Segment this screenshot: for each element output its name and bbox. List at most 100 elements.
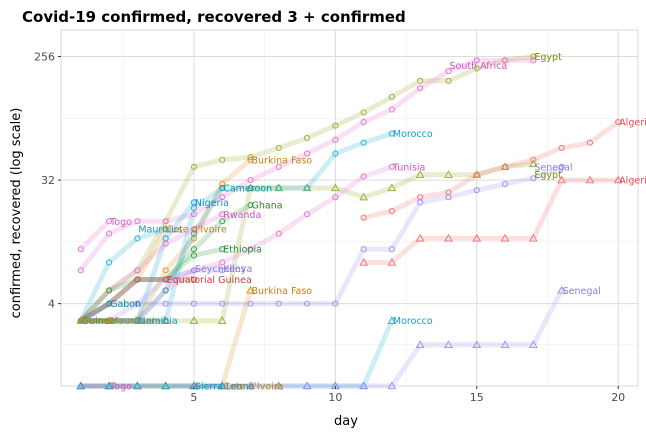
series-line-4 <box>78 57 536 273</box>
series-line-13 <box>78 199 197 324</box>
confirmed-marker <box>388 163 395 170</box>
recovered-marker <box>161 381 171 390</box>
chart-title: Covid-19 confirmed, recovered 3 + confir… <box>22 8 406 26</box>
series-label: Cote d'Ivoire <box>223 382 283 393</box>
confirmed-marker <box>360 139 367 146</box>
confirmed-marker <box>304 150 311 157</box>
confirmed-marker <box>190 252 197 259</box>
confirmed-marker <box>615 118 622 126</box>
confirmed-marker <box>77 246 84 253</box>
series-label: Burkina Faso <box>252 286 313 297</box>
series-label: Ghana <box>252 201 283 212</box>
recovered-marker <box>557 175 567 184</box>
recovered-marker <box>500 233 510 242</box>
confirmed-marker <box>530 57 537 64</box>
series-line-17 <box>78 226 169 324</box>
recovered-marker <box>585 175 595 184</box>
confirmed-marker <box>247 246 254 253</box>
confirmed-marker <box>275 163 282 170</box>
series-label: Cameroon <box>223 184 272 195</box>
series-line-11 <box>78 287 253 389</box>
confirmed-marker <box>134 235 141 242</box>
confirmed-marker <box>247 156 254 163</box>
recovered-marker <box>359 381 369 390</box>
confirmed-marker <box>134 218 141 225</box>
confirmed-marker <box>473 65 480 72</box>
series-label: South Africa <box>449 61 507 72</box>
recovered-marker <box>274 381 284 390</box>
confirmed-marker <box>445 77 452 84</box>
confirmed-marker <box>388 93 395 100</box>
series-line-0 <box>78 54 536 324</box>
confirmed-marker <box>190 300 197 307</box>
confirmed-marker <box>304 211 311 218</box>
recovered-marker <box>246 285 255 294</box>
series-line-19 <box>78 267 197 324</box>
confirmed-marker <box>162 267 169 274</box>
series-line-7 <box>78 164 395 324</box>
confirmed-marker <box>417 199 424 206</box>
series-label: Togo <box>109 217 132 228</box>
recovered-marker <box>613 175 623 184</box>
confirmed-marker <box>190 211 197 218</box>
plot-panel <box>60 29 639 387</box>
x-tick-label: 10 <box>328 391 342 404</box>
confirmed-marker <box>190 226 197 233</box>
confirmed-marker <box>360 246 367 253</box>
confirmed-marker <box>134 300 141 307</box>
x-tick-label: 20 <box>611 391 625 404</box>
series-line-22 <box>78 218 112 252</box>
series-label: Morocco <box>393 316 433 327</box>
series-line-14 <box>78 202 253 324</box>
confirmed-marker <box>162 218 169 225</box>
confirmed-marker <box>77 317 84 324</box>
y-tick-label: 32 <box>41 174 55 187</box>
series-line-6 <box>78 318 395 389</box>
confirmed-marker <box>190 246 197 253</box>
confirmed-marker <box>360 214 367 221</box>
confirmed-marker <box>417 77 424 84</box>
series-line-1 <box>78 161 536 324</box>
confirmed-marker <box>275 144 282 151</box>
confirmed-marker <box>332 150 339 157</box>
confirmed-marker <box>502 163 509 170</box>
series-line-20 <box>78 267 225 324</box>
confirmed-marker <box>162 287 169 294</box>
confirmed-marker <box>162 317 169 324</box>
confirmed-marker <box>219 259 226 266</box>
confirmed-marker <box>473 57 480 64</box>
recovered-marker <box>472 340 482 348</box>
series-label: Guinea <box>82 316 116 327</box>
recovered-marker <box>415 170 425 178</box>
confirmed-marker <box>219 267 226 274</box>
confirmed-marker <box>388 246 395 253</box>
recovered-marker <box>217 381 227 390</box>
confirmed-marker <box>247 202 254 209</box>
series-label: Algeria <box>619 176 646 187</box>
series-label: Morocco <box>393 129 433 140</box>
confirmed-marker <box>445 194 452 201</box>
series-label: Equatorial Guinea <box>167 275 252 286</box>
series-label: Cote d'Ivoire <box>167 225 227 236</box>
confirmed-marker <box>219 300 226 307</box>
series-label: Senegal <box>563 286 601 297</box>
series-label: Mauritania <box>110 316 161 327</box>
x-tick-label: 5 <box>190 391 197 404</box>
confirmed-marker <box>106 259 113 266</box>
confirmed-marker <box>388 130 395 137</box>
series-line-16 <box>78 226 169 324</box>
series-line-2 <box>361 119 621 221</box>
recovered-marker <box>76 381 86 390</box>
recovered-marker <box>444 233 453 242</box>
confirmed-marker <box>360 109 367 116</box>
confirmed-marker <box>106 287 113 294</box>
confirmed-marker <box>219 194 226 201</box>
recovered-marker <box>528 159 538 168</box>
series-label: Senegal <box>534 162 572 173</box>
confirmed-marker <box>304 134 311 142</box>
recovered-marker <box>415 233 425 242</box>
series-line-9 <box>78 287 565 389</box>
confirmed-marker <box>445 68 452 75</box>
